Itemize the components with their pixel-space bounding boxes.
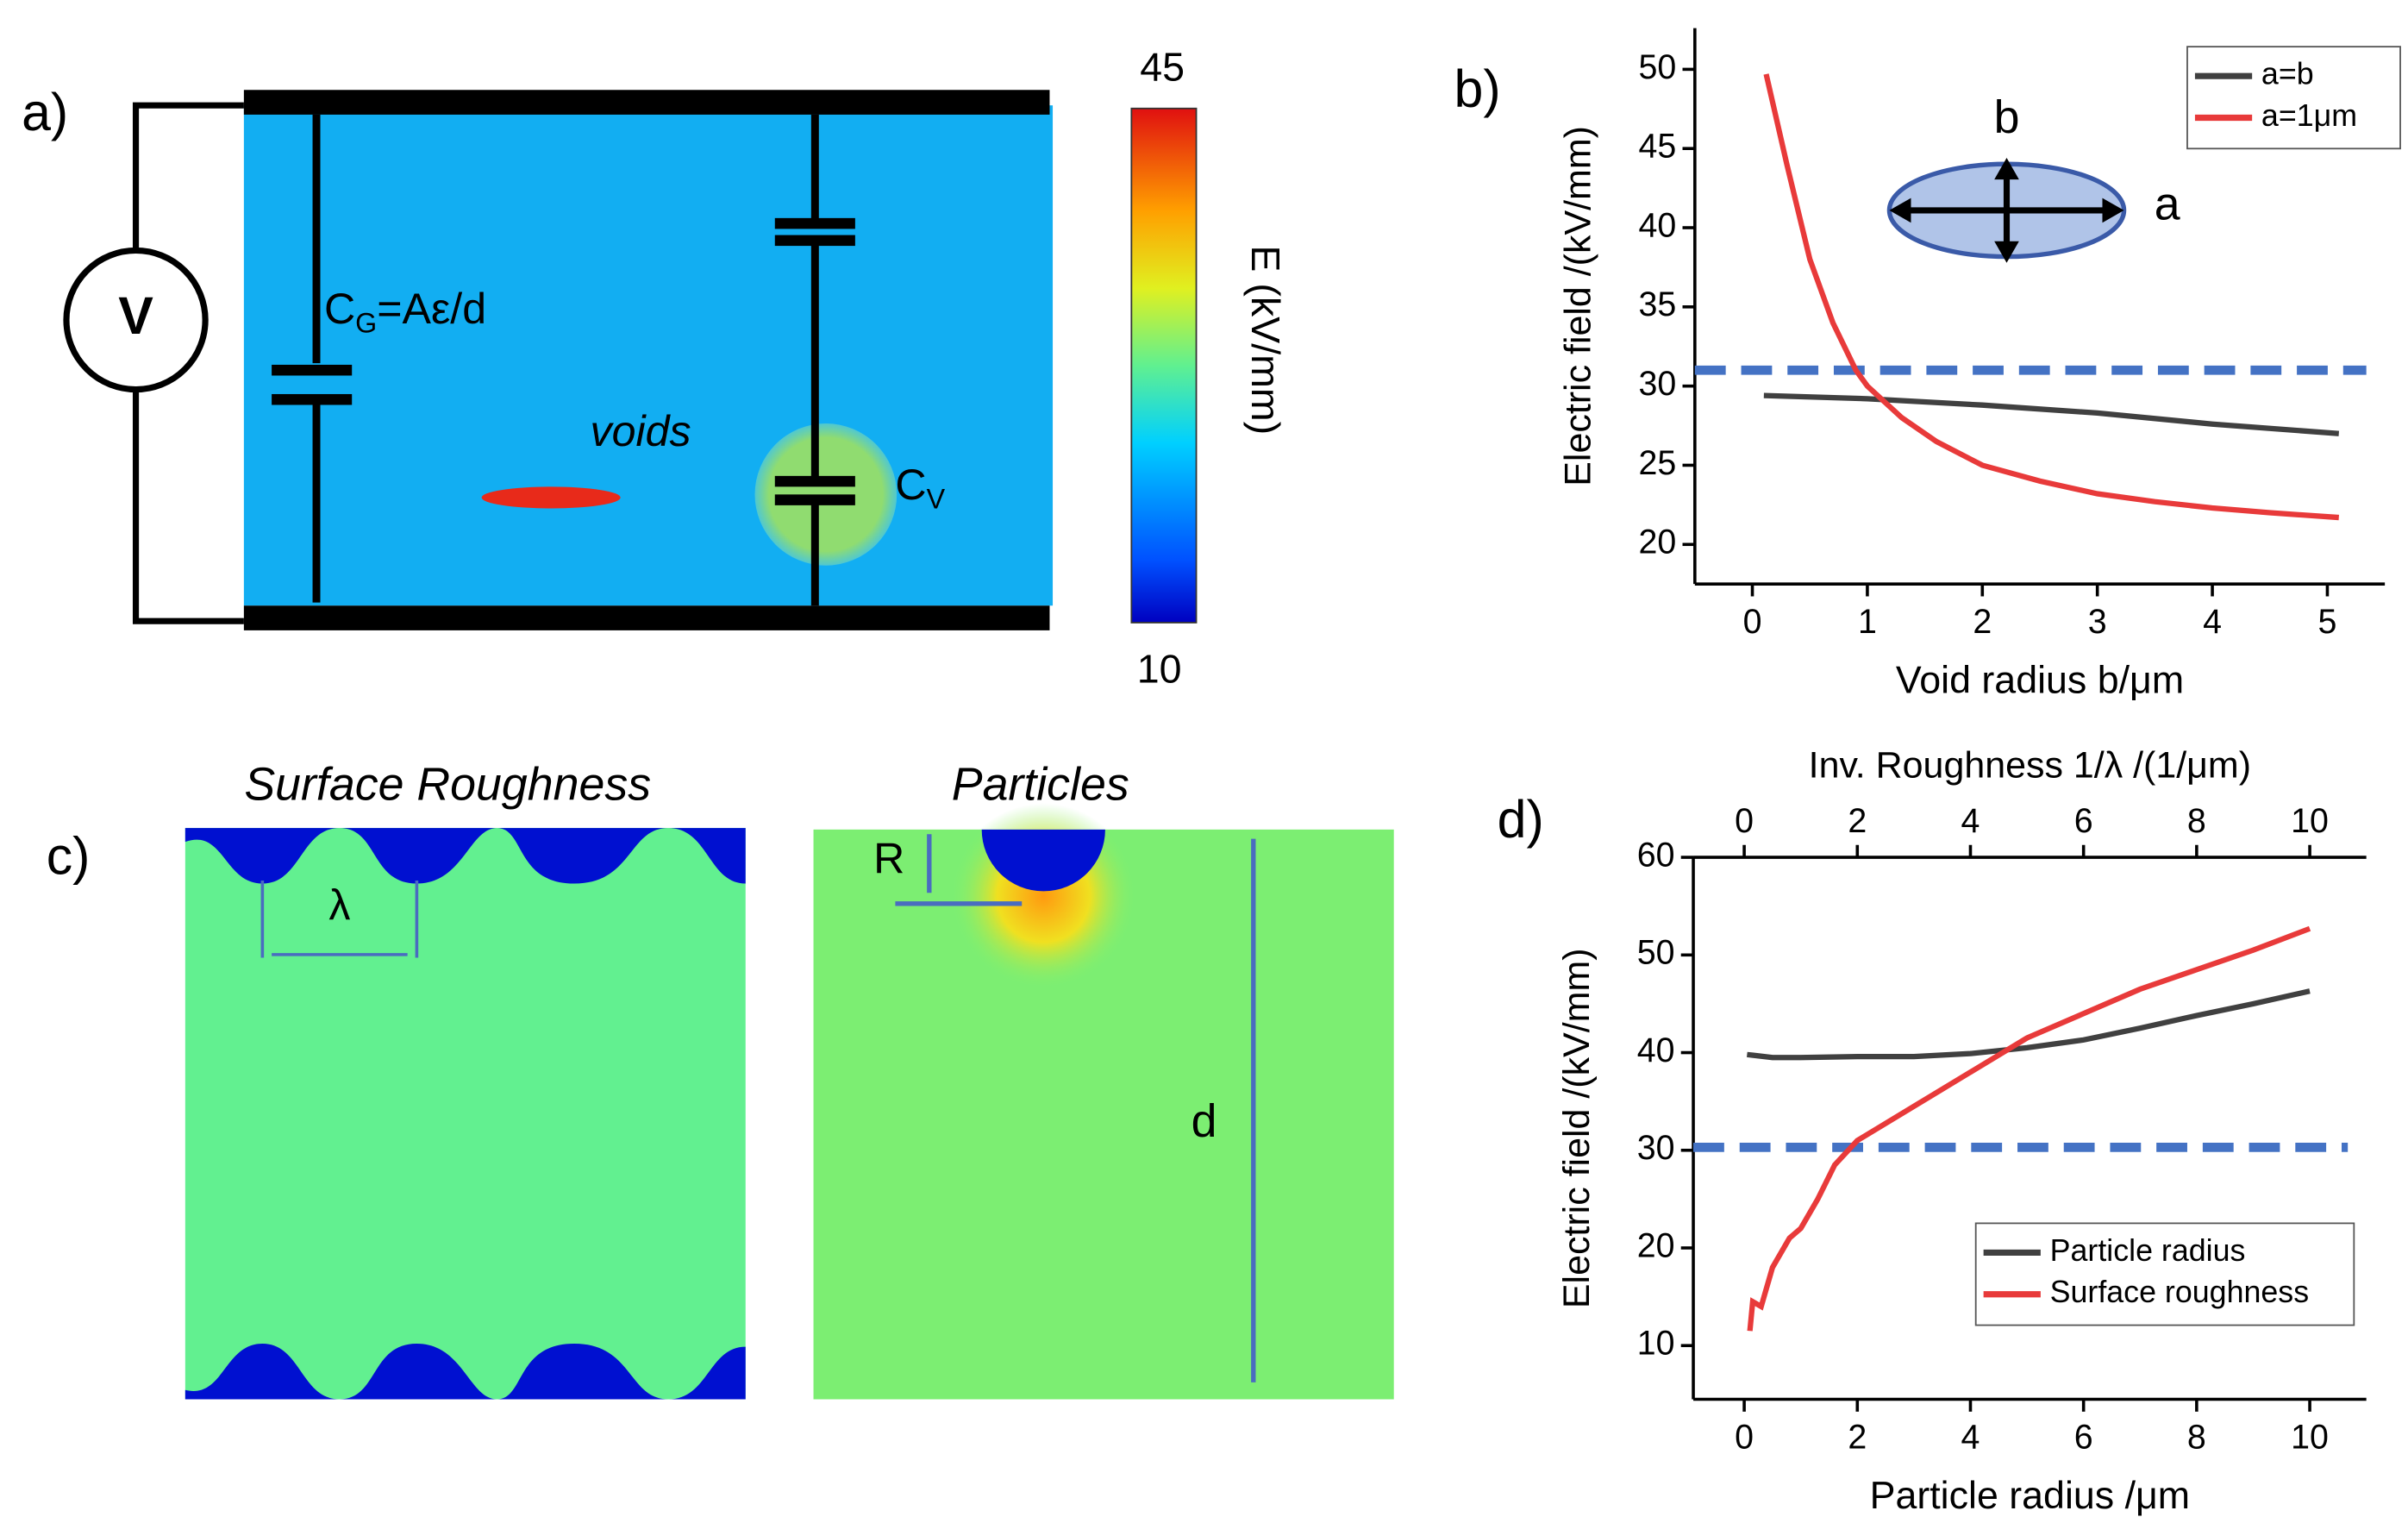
y-tick-label: 50 <box>1637 934 1675 972</box>
x2-tick-label: 10 <box>2291 802 2329 840</box>
x-tick-label: 2 <box>1973 603 1992 641</box>
y-tick-label: 60 <box>1637 836 1675 874</box>
series-line <box>1747 925 2311 1332</box>
capacitor <box>774 494 855 505</box>
x2-tick-label: 8 <box>2187 802 2206 840</box>
source <box>63 247 209 393</box>
capacitor <box>774 217 855 229</box>
panel-label: d) <box>1498 790 1544 849</box>
colorbar-label: E (kV/mm) <box>1243 245 1288 435</box>
capacitor <box>774 235 855 247</box>
panel-label: c) <box>47 827 91 886</box>
inset-arrowheads <box>1889 158 2124 263</box>
colorbar-min: 10 <box>1137 647 1182 692</box>
panel-label: b) <box>1454 60 1501 118</box>
panel-c: c) Surface Roughness Particles λ R d <box>47 759 1394 1400</box>
panel-a: a) V CG=Aε/d voids CV 45 10 E (kV/mm) <box>22 44 1288 691</box>
inset-label: b <box>1994 91 2020 143</box>
x-tick-label: 0 <box>1735 1418 1754 1456</box>
y-tick-label: 30 <box>1637 1129 1675 1167</box>
x-tick-label: 4 <box>1961 1418 1980 1456</box>
series-line <box>1747 988 2311 1061</box>
y-tick-label: 50 <box>1639 48 1677 86</box>
x-tick-label: 10 <box>2291 1418 2329 1456</box>
x-tick-label: 4 <box>2203 603 2222 641</box>
legend-label: Particle radius <box>2050 1233 2246 1268</box>
voids-label: voids <box>591 407 691 455</box>
cv-label: CV <box>895 461 945 514</box>
series-line <box>1763 73 2340 521</box>
y-tick-label: 20 <box>1639 523 1677 561</box>
electrode <box>243 605 1050 630</box>
x2-tick-label: 4 <box>1961 802 1980 840</box>
y-tick-label: 40 <box>1637 1031 1675 1069</box>
x2-axis-label: Inv. Roughness 1/λ /(1/μm) <box>1809 745 2251 787</box>
rough-surface <box>185 828 746 884</box>
capacitor <box>272 364 353 376</box>
dimension <box>260 880 419 958</box>
x-tick-label: 8 <box>2187 1418 2206 1456</box>
lambda-label: λ <box>328 881 350 929</box>
x-tick-label: 3 <box>2088 603 2107 641</box>
void <box>481 486 621 509</box>
image-title: Particles <box>952 759 1129 811</box>
x-tick-label: 5 <box>2317 603 2336 641</box>
legend-label: a=1μm <box>2261 98 2357 133</box>
y-tick-label: 30 <box>1639 365 1677 403</box>
y-tick-label: 35 <box>1639 285 1677 323</box>
inset-label: a <box>2155 179 2180 230</box>
legend <box>1974 1222 2355 1326</box>
x-axis-label: Void radius b/μm <box>1896 659 2184 702</box>
y-tick-label: 25 <box>1639 444 1677 482</box>
x-tick-label: 1 <box>1858 603 1877 641</box>
capacitor <box>272 393 353 405</box>
capacitor <box>774 475 855 487</box>
r-label: R <box>873 835 904 883</box>
y-axis-label: Electric field /(kV/mm) <box>1558 126 1599 486</box>
electrode <box>243 90 1050 115</box>
y-tick-label: 45 <box>1639 128 1677 166</box>
legend-label: a=b <box>2261 57 2314 91</box>
roughness-map <box>185 828 746 1400</box>
y-axis-label: Electric field /(kV/mm) <box>1556 948 1598 1308</box>
y-tick-label: 10 <box>1637 1325 1675 1363</box>
colorbar-max: 45 <box>1140 44 1185 89</box>
rough-surface <box>185 1344 746 1400</box>
y-tick-label: 40 <box>1639 206 1677 244</box>
x2-tick-label: 0 <box>1735 802 1754 840</box>
dimension <box>895 834 1256 1382</box>
series-line <box>1763 392 2340 436</box>
source-label: V <box>118 286 153 345</box>
x2-tick-label: 6 <box>2074 802 2093 840</box>
x-tick-label: 6 <box>2074 1418 2093 1456</box>
legend-label: Surface roughness <box>2050 1275 2309 1309</box>
colorbar <box>1130 107 1198 624</box>
y-tick-label: 20 <box>1637 1226 1675 1264</box>
x-axis-label: Particle radius /μm <box>1870 1474 2190 1517</box>
x-tick-label: 2 <box>1848 1418 1867 1456</box>
d-label: d <box>1191 1095 1217 1147</box>
particle <box>981 829 1105 892</box>
legend <box>2186 46 2401 150</box>
cg-label: CG=Aε/d <box>324 285 486 338</box>
field-map <box>243 105 1054 606</box>
panel-label: a) <box>22 83 68 141</box>
image-title: Surface Roughness <box>244 759 651 811</box>
x2-tick-label: 2 <box>1848 802 1867 840</box>
x-tick-label: 0 <box>1743 603 1762 641</box>
